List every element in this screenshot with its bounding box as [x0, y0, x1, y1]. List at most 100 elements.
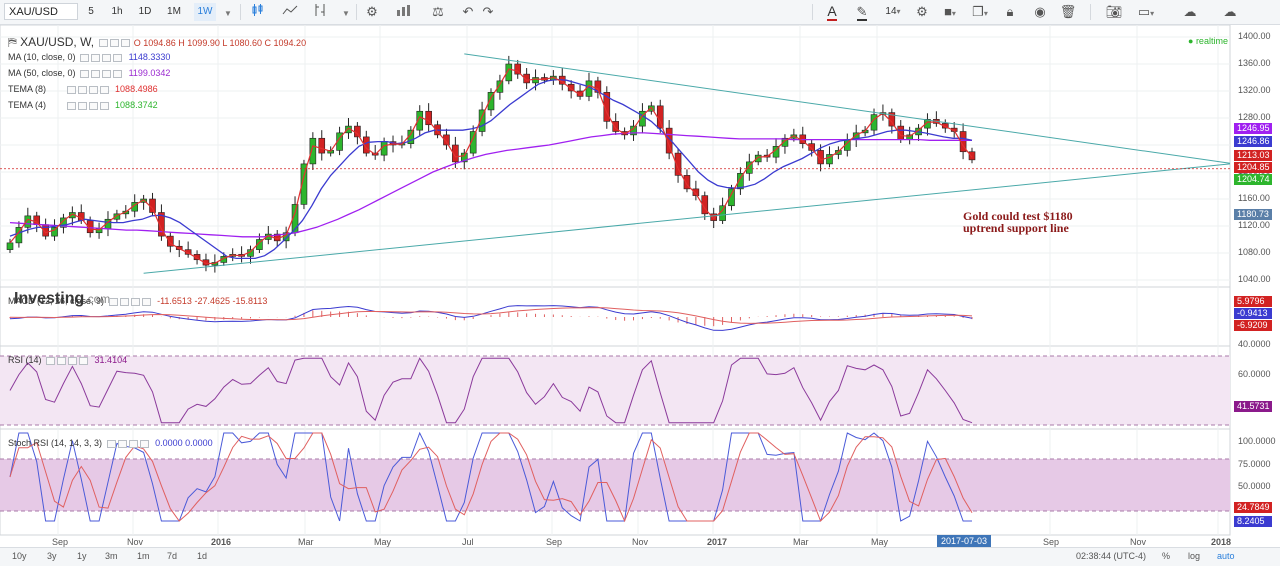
- visibility-eye-icon[interactable]: ◉: [1034, 4, 1046, 19]
- candle-body: [113, 213, 121, 220]
- line-color-icon[interactable]: ✎: [856, 4, 868, 21]
- x-label-may-2017: May: [871, 537, 889, 547]
- candle-body: [728, 188, 735, 207]
- candle-body: [719, 205, 726, 221]
- candlestick-chart-icon[interactable]: [248, 3, 268, 21]
- interval-1m[interactable]: 1M: [167, 6, 181, 17]
- candle-body: [51, 227, 58, 237]
- candle-body: [656, 105, 664, 129]
- ma10-legend[interactable]: MA (10, close, 0) 1148.3330: [8, 52, 171, 62]
- trash-icon[interactable]: 🗑︎: [1059, 4, 1077, 19]
- stoch-axis-tick-100: 100.0000: [1238, 436, 1276, 446]
- log-toggle[interactable]: log: [1188, 551, 1201, 561]
- candle-body: [612, 121, 620, 132]
- settings-gear-icon[interactable]: ⚙: [366, 4, 378, 19]
- range-1y[interactable]: 1y: [77, 551, 87, 561]
- candle-body: [469, 131, 477, 154]
- rsi-value-tag: 41.5731: [1234, 401, 1272, 412]
- candle-body: [256, 239, 263, 250]
- range-1m[interactable]: 1m: [137, 551, 150, 561]
- layout-icon[interactable]: ▭▾: [1137, 4, 1155, 19]
- percent-toggle[interactable]: %: [1162, 551, 1171, 561]
- candle-body: [416, 110, 424, 131]
- x-label-2016: 2016: [211, 537, 232, 547]
- indicators-icon[interactable]: [280, 3, 300, 21]
- compare-icon[interactable]: [310, 3, 330, 21]
- chart-bars-icon[interactable]: [394, 3, 414, 21]
- candle-body: [309, 137, 317, 165]
- cloud-load-icon[interactable]: ☁: [1183, 4, 1197, 19]
- stoch-axis-tick-50: 50.0000: [1238, 481, 1271, 491]
- stoch-k-line: [9, 431, 972, 522]
- price-tick: 1160.00: [1238, 193, 1270, 203]
- ma50-legend[interactable]: MA (50, close, 0) 1199.0342: [8, 68, 171, 78]
- text-color-icon[interactable]: A: [827, 3, 837, 21]
- camera-icon[interactable]: 📷︎: [1105, 4, 1123, 19]
- ma10-price-tag: 1246.86: [1234, 136, 1272, 147]
- price-tick: 1120.00: [1238, 220, 1270, 230]
- range-3m[interactable]: 3m: [105, 551, 118, 561]
- interval-1h[interactable]: 1h: [111, 6, 123, 17]
- price-tick: 1360.00: [1238, 58, 1271, 68]
- top-toolbar: XAU/USD 5 1h 1D 1M 1W ▼ ▼ ⚙ ⚖ ↶ ↷ A ✎: [0, 0, 1280, 25]
- rsi-legend[interactable]: RSI (14) 31.4104: [8, 355, 128, 365]
- candle-body: [318, 137, 326, 154]
- candle-body: [826, 154, 833, 165]
- candle-body: [460, 152, 468, 163]
- tema4-value: 1088.3742: [115, 100, 158, 110]
- candle-body: [603, 92, 611, 122]
- fill-icon[interactable]: ■▾: [944, 4, 956, 19]
- candle-body: [505, 63, 513, 82]
- range-7d[interactable]: 7d: [167, 551, 178, 561]
- price-tick: 1400.00: [1238, 31, 1271, 41]
- interval-1w[interactable]: 1W: [194, 3, 216, 21]
- font-size-select[interactable]: 14▾: [885, 6, 901, 17]
- stoch-legend[interactable]: Stoch RSI (14, 14, 3, 3) 0.0000 0.0000: [8, 438, 213, 448]
- resistance-trendline: [464, 53, 1231, 164]
- tema4-legend[interactable]: TEMA (4) 1088.3742: [8, 100, 158, 110]
- cloud-save-icon[interactable]: ☁: [1223, 4, 1237, 19]
- stoch-k-tag: 24.7849: [1234, 502, 1272, 513]
- x-label-2017: 2017: [707, 537, 728, 547]
- candle-body: [737, 173, 744, 190]
- copy-icon[interactable]: ❐▾: [972, 4, 988, 19]
- interval-dropdown-icon[interactable]: ▼: [224, 9, 232, 18]
- candle-body: [478, 109, 486, 132]
- x-label-may-2016: May: [374, 537, 392, 547]
- stoch-band: [0, 459, 1230, 511]
- range-10y[interactable]: 10y: [12, 551, 27, 561]
- interval-5m[interactable]: 5: [88, 6, 94, 17]
- candle-body: [710, 213, 717, 221]
- lock-icon[interactable]: 🔒︎: [1006, 4, 1014, 19]
- macd-legend[interactable]: MACD (12, 26, close, 9) -11.6513 -27.462…: [8, 296, 268, 306]
- support-annotation: Gold could test $1180 uptrend support li…: [963, 209, 1073, 235]
- candle-body: [817, 150, 824, 165]
- range-3y[interactable]: 3y: [47, 551, 57, 561]
- candle-body: [452, 144, 459, 163]
- candle-body: [746, 161, 753, 174]
- undo-icon[interactable]: ↶: [462, 4, 474, 19]
- symbol-search-input[interactable]: XAU/USD: [4, 3, 78, 20]
- clock-display: 02:38:44 (UTC-4): [1076, 551, 1147, 561]
- candle-body: [924, 119, 931, 129]
- candle-body: [523, 73, 530, 84]
- price-chart-svg[interactable]: [0, 24, 1280, 545]
- drawing-settings-icon[interactable]: ⚙: [916, 4, 928, 19]
- range-1d[interactable]: 1d: [197, 551, 208, 561]
- candle-body: [639, 110, 646, 127]
- x-label-sep-2017: Sep: [1043, 537, 1060, 547]
- x-label-nov-2017: Nov: [1130, 537, 1147, 547]
- candle-body: [33, 215, 41, 225]
- ma50-price-tag: 1246.95: [1234, 123, 1272, 134]
- x-label-sep-2015: Sep: [52, 537, 69, 547]
- tema8-legend[interactable]: TEMA (8) 1088.4986: [8, 84, 158, 94]
- chart-area[interactable]: ⛿ XAU/USD, W, O 1094.86 H 1099.90 L 1080…: [0, 24, 1280, 545]
- redo-icon[interactable]: ↷: [482, 4, 494, 19]
- balance-scale-icon[interactable]: ⚖: [432, 4, 444, 19]
- compare-dropdown-icon[interactable]: ▼: [342, 9, 350, 18]
- ma50-line: [9, 132, 972, 238]
- rsi-value: 31.4104: [94, 355, 128, 365]
- interval-1d[interactable]: 1D: [138, 6, 152, 17]
- auto-toggle[interactable]: auto: [1217, 551, 1235, 561]
